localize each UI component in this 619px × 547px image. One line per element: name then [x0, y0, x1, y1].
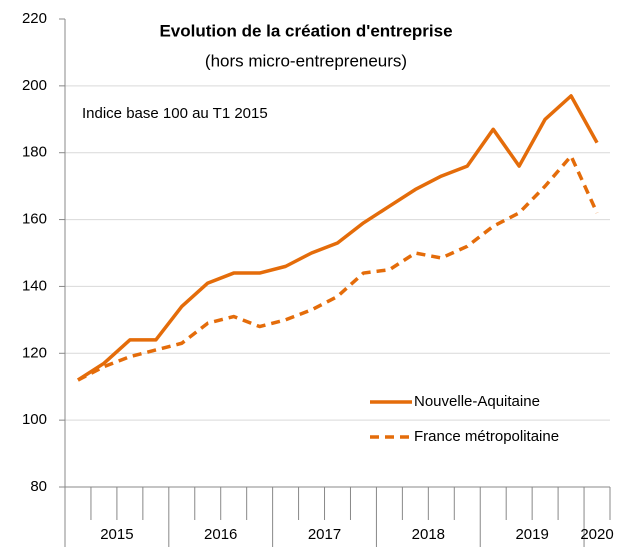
x-tick-label: 2020	[580, 526, 613, 543]
annotation: Indice base 100 au T1 2015	[82, 105, 268, 122]
x-tick-label: 2017	[308, 526, 341, 543]
x-tick-label: 2015	[100, 526, 133, 543]
y-tick-label: 160	[22, 211, 47, 228]
line-series	[77, 94, 599, 382]
y-tick-label: 180	[22, 144, 47, 161]
x-tick-label: 2016	[204, 526, 237, 543]
line-series	[77, 154, 599, 382]
chart-title: Evolution de la création d'entreprise	[159, 21, 452, 40]
y-tick-label: 140	[22, 277, 47, 294]
y-tick-label: 220	[22, 10, 47, 27]
y-tick-label: 80	[30, 478, 47, 495]
legend-label: Nouvelle-Aquitaine	[414, 393, 540, 410]
x-tick-label: 2018	[412, 526, 445, 543]
chart-subtitle: (hors micro-entrepreneurs)	[205, 51, 407, 70]
y-tick-label: 200	[22, 77, 47, 94]
legend-label: France métropolitaine	[414, 428, 559, 445]
y-tick-label: 120	[22, 344, 47, 361]
x-tick-label: 2019	[515, 526, 548, 543]
y-tick-label: 100	[22, 411, 47, 428]
